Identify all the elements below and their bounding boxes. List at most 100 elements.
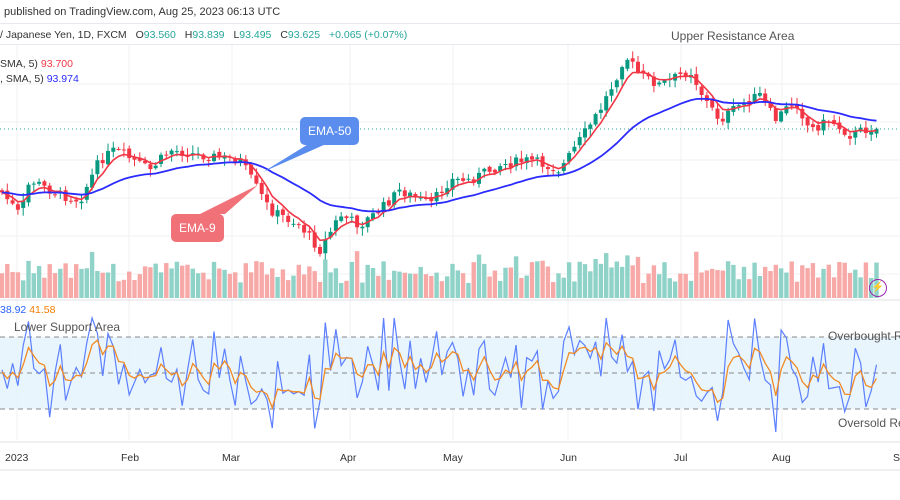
volume-bar	[577, 261, 582, 298]
candle-body	[217, 151, 222, 158]
candle-body	[699, 86, 704, 95]
volume-bar	[402, 272, 407, 298]
candle-body	[810, 124, 815, 128]
volume-bar	[211, 261, 217, 298]
flash-icon[interactable]: ⚡	[869, 279, 887, 297]
low-value: 93.495	[239, 29, 272, 41]
candle-body	[106, 150, 110, 165]
volume-bar	[206, 279, 211, 298]
candle-body	[349, 216, 354, 218]
volume-bar	[529, 262, 535, 298]
volume-bar	[42, 277, 47, 298]
candle-body	[312, 232, 317, 248]
candle-body	[800, 108, 805, 119]
volume-bar	[747, 279, 752, 298]
candle-body	[466, 178, 471, 180]
volume-bar	[672, 281, 678, 298]
candle-body	[848, 136, 852, 139]
volume-bar	[270, 268, 275, 298]
candle-body	[503, 164, 508, 166]
candle-body	[42, 181, 47, 186]
volume-bar	[540, 260, 545, 298]
rsi-line	[1, 315, 878, 433]
volume-bar	[95, 271, 100, 298]
candle-body	[386, 200, 391, 206]
volume-bar	[26, 260, 31, 298]
candle-body	[302, 225, 307, 233]
volume-bar	[121, 279, 127, 298]
volume-bar	[354, 251, 360, 298]
candle-body	[280, 209, 285, 215]
volume-bar	[667, 278, 672, 298]
candle-body	[153, 165, 158, 169]
volume-bar	[63, 263, 68, 298]
volume-bar	[715, 270, 720, 298]
candle-body	[710, 99, 715, 108]
candle-body	[487, 166, 492, 172]
candle-body	[736, 105, 741, 107]
candle-body	[270, 203, 275, 216]
candle-body	[307, 231, 312, 233]
volume-bar	[524, 275, 529, 298]
rsi-value: 38.92	[0, 304, 27, 316]
volume-bar	[731, 264, 736, 298]
volume-bar	[604, 253, 609, 298]
candle-body	[74, 199, 79, 202]
volume-bar	[805, 268, 810, 298]
volume-bar	[704, 270, 710, 298]
candle-body	[15, 204, 20, 210]
candle-body	[238, 158, 243, 163]
candle-body	[116, 148, 121, 150]
candle-body	[249, 164, 254, 175]
time-tick: S	[893, 452, 900, 464]
volume-bar	[397, 271, 402, 298]
volume-bar	[418, 266, 423, 298]
ema50-legend: , SMA, 5) 93.974	[0, 73, 79, 85]
volume-bar	[466, 282, 471, 298]
volume-bar	[423, 274, 429, 298]
candle-body	[100, 160, 105, 164]
volume-bar	[842, 262, 847, 298]
volume-bar	[503, 267, 508, 298]
volume-bar	[794, 281, 800, 298]
candle-body	[180, 150, 185, 156]
candle-body	[519, 158, 524, 163]
volume-bar	[863, 262, 869, 298]
volume-bar	[339, 282, 344, 298]
candle-body	[636, 61, 640, 73]
candle-body	[201, 154, 206, 160]
volume-bar	[264, 274, 270, 298]
candle-body	[726, 110, 731, 123]
volume-bar	[349, 261, 354, 298]
candle-body	[646, 73, 651, 77]
time-tick: May	[443, 452, 463, 464]
volume-bar	[360, 282, 365, 298]
candle-body	[508, 163, 513, 168]
volume-bar	[450, 263, 455, 298]
candle-body	[397, 189, 402, 192]
volume-bar	[31, 273, 36, 298]
candle-body	[715, 108, 720, 119]
candle-body	[789, 105, 794, 107]
candle-body	[535, 157, 540, 159]
volume-bar	[821, 268, 826, 298]
volume-bar	[763, 266, 768, 298]
rsi-ma-value: 41.58	[29, 304, 56, 316]
volume-bar	[58, 268, 63, 298]
volume-bar	[185, 264, 190, 298]
volume-bar	[286, 280, 291, 298]
volume-bar	[127, 271, 132, 298]
volume-bar	[89, 251, 95, 298]
candle-body	[651, 76, 656, 86]
ema9-line	[1, 71, 877, 242]
time-tick: Apr	[340, 452, 357, 464]
symbol-legend: / Japanese Yen, 1D, FXCM O93.560 H93.839…	[0, 29, 413, 41]
candle-body	[68, 200, 73, 202]
candle-body	[752, 93, 757, 103]
ema9-callout: EMA-9	[171, 214, 224, 242]
volume-bar	[153, 263, 158, 298]
volume-bar	[36, 265, 42, 298]
volume-bar	[609, 267, 614, 298]
low-label: L	[233, 29, 240, 41]
